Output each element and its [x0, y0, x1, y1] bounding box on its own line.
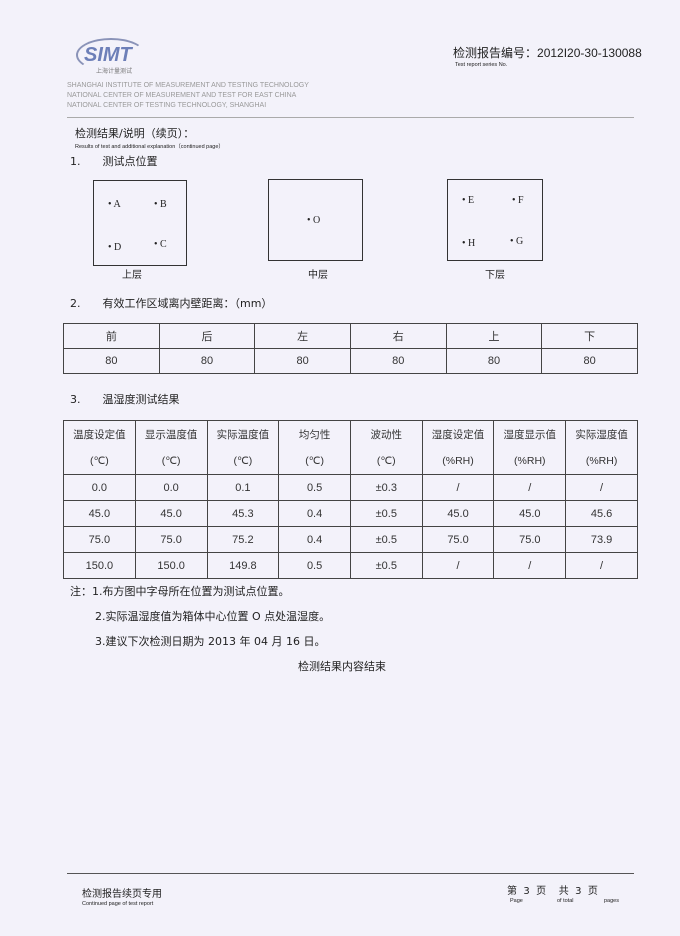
distance-table: 前后左右上下 80 80 80 80 80 80: [63, 323, 638, 374]
table-cell: /: [565, 552, 638, 579]
table-cell: 75.0: [421, 526, 495, 553]
simt-logo: SIMT 上海计量测试: [76, 38, 146, 75]
pages-en: pages: [604, 898, 619, 904]
table-cell: 0.5: [278, 552, 351, 579]
report-number-en: Test report series No.: [455, 62, 508, 68]
section-2-heading: 2. 有效工作区域离内壁距离：（mm）: [70, 297, 273, 310]
temperature-humidity-table: 温度设定值 (℃) 显示温度值 (℃) 实际温度值 (℃) 均匀性 (℃) 波动性 (℃) 湿度设定…: [63, 420, 638, 579]
section-3-heading: 3. 温湿度测试结果: [70, 393, 180, 406]
end-of-results: 检测结果内容结束: [298, 660, 386, 673]
table-cell: 150.0: [63, 552, 136, 579]
table-row: 150.0 150.0 149.8 0.5 ±0.5// /: [63, 552, 638, 579]
header-divider: [67, 117, 634, 118]
upper-layer-diagram: • A • B • D • C: [93, 180, 187, 266]
table-cell: 45.3: [206, 500, 280, 527]
table-cell: 45.0: [134, 500, 208, 527]
table-row: 80 80 80 80 80 80: [63, 348, 638, 374]
table-row: 45.0 45.0 45.3 0.4 ±0.5 45.0 45.0 45.6: [63, 500, 638, 527]
table-cell: 0.4: [278, 500, 351, 527]
footer-label: 检测报告续页专用: [82, 889, 162, 900]
column-header: 波动性 (℃): [349, 420, 423, 475]
middle-layer-diagram: • O: [268, 179, 363, 261]
column-header: 湿度显示值 (%RH): [493, 420, 567, 475]
table-cell: /: [421, 552, 495, 579]
table-cell: /: [493, 474, 567, 501]
table-cell: 0.1: [206, 474, 280, 501]
table-cell: 0.4: [278, 526, 351, 553]
page-en: Page: [510, 898, 523, 904]
institute-line: SHANGHAI INSTITUTE OF MEASUREMENT AND TE…: [67, 82, 309, 89]
footer-label-en: Continued page of test report: [82, 901, 154, 907]
table-row: 0.0 0.0 0.1 0.5 ±0.3// /: [63, 474, 638, 501]
table-cell: 0.0: [63, 474, 136, 501]
table-cell: /: [565, 474, 638, 501]
table-cell: ±0.5: [349, 526, 423, 553]
lower-layer-label: 下层: [485, 270, 505, 281]
column-header: 均匀性 (℃): [278, 420, 351, 475]
institute-line: NATIONAL CENTER OF TESTING TECHNOLOGY, S…: [67, 102, 267, 109]
table-cell: 75.0: [63, 526, 136, 553]
table-cell: 149.8: [206, 552, 280, 579]
table-cell: /: [421, 474, 495, 501]
table-cell: 150.0: [134, 552, 208, 579]
lower-layer-diagram: • E • F • H • G: [447, 179, 543, 261]
section-1-heading: 1. 测试点位置: [70, 155, 158, 168]
page-title-en: Results of test and additional explanati…: [75, 144, 224, 150]
table-cell: ±0.5: [349, 552, 423, 579]
table-cell: 75.2: [206, 526, 280, 553]
footer-divider: [67, 873, 634, 874]
column-header: 温度设定值 (℃): [63, 420, 136, 475]
table-header-row: 温度设定值 (℃) 显示温度值 (℃) 实际温度值 (℃) 均匀性 (℃) 波动性 (℃) 湿度设定…: [63, 420, 638, 475]
table-cell: 45.0: [421, 500, 495, 527]
table-cell: ±0.3: [349, 474, 423, 501]
column-header: 实际温度值 (℃): [206, 420, 280, 475]
table-cell: 45.0: [493, 500, 567, 527]
table-cell: 45.0: [63, 500, 136, 527]
report-number: 检测报告编号：2012I20-30-130088: [453, 46, 642, 60]
table-cell: 0.0: [134, 474, 208, 501]
note-1: 注：1.布方图中字母所在位置为测试点位置。: [70, 585, 290, 598]
table-cell: 75.0: [493, 526, 567, 553]
table-cell: 45.6: [565, 500, 638, 527]
page-title: 检测结果/说明（续页）：: [75, 127, 195, 140]
table-header-row: 前后左右上下: [63, 323, 638, 349]
note-2: 2.实际温湿度值为箱体中心位置 O 点处温湿度。: [95, 610, 331, 623]
institute-line: NATIONAL CENTER OF MEASUREMENT AND TEST …: [67, 92, 297, 99]
table-cell: 0.5: [278, 474, 351, 501]
table-row: 75.0 75.0 75.2 0.4 ±0.5 75.0 75.0 73.9: [63, 526, 638, 553]
page-number: 第 3 页 共 3 页: [507, 886, 598, 897]
column-header: 湿度设定值 (%RH): [421, 420, 495, 475]
of-total-en: of total: [557, 898, 574, 904]
table-cell: ±0.5: [349, 500, 423, 527]
upper-layer-label: 上层: [122, 270, 142, 281]
middle-layer-label: 中层: [308, 270, 328, 281]
column-header: 显示温度值 (℃): [134, 420, 208, 475]
table-cell: 75.0: [134, 526, 208, 553]
table-cell: /: [493, 552, 567, 579]
note-3: 3.建议下次检测日期为 2013 年 04 月 16 日。: [95, 635, 326, 648]
table-cell: 73.9: [565, 526, 638, 553]
column-header: 实际湿度值 (%RH): [565, 420, 638, 475]
